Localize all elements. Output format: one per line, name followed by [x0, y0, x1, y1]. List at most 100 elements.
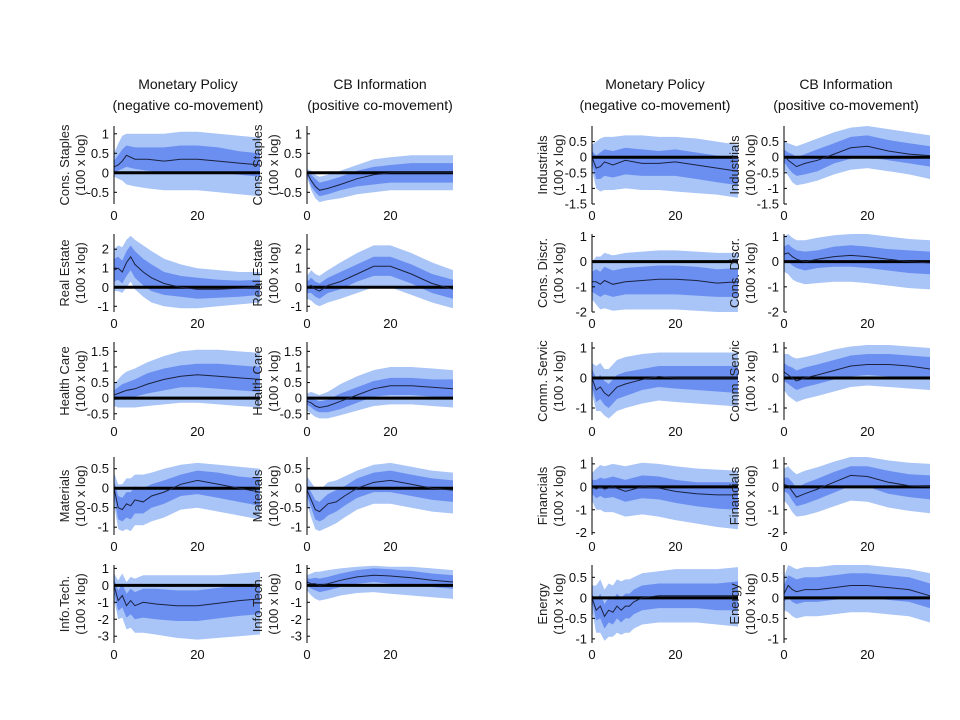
y-axis-label-unit: (100 x log) — [266, 350, 281, 411]
inner-band — [784, 244, 930, 275]
y-axis-label-unit: (100 x log) — [73, 465, 88, 526]
y-tick-label: 0.5 — [91, 461, 109, 476]
y-tick-label: 0 — [295, 481, 302, 496]
median-line — [783, 252, 931, 264]
median-line — [306, 265, 454, 292]
outer-band — [307, 245, 453, 309]
y-axis-label-unit: (100 x log) — [743, 350, 758, 411]
x-tick-label: 20 — [383, 539, 397, 554]
y-tick-label: -0.5 — [87, 185, 109, 200]
y-tick-label: 0 — [295, 165, 302, 180]
y-tick-label: 0 — [295, 280, 302, 295]
y-tick-label: 0.5 — [569, 570, 587, 585]
y-tick-label: 1 — [772, 229, 779, 244]
y-axis-label-sector: Energy — [727, 583, 742, 625]
y-tick-label: -0.5 — [280, 500, 302, 515]
x-tick-label: 20 — [190, 647, 204, 662]
median-line — [306, 479, 454, 513]
x-tick-label: 0 — [303, 424, 310, 439]
x-tick-label: 0 — [303, 208, 310, 223]
x-tick-label: 0 — [110, 208, 117, 223]
x-tick-label: 20 — [860, 539, 874, 554]
y-axis-label-unit: (100 x log) — [266, 134, 281, 195]
y-axis-label-sector: Financials — [727, 466, 742, 525]
y-tick-label: -1.5 — [565, 197, 587, 212]
y-axis-label-unit: (100 x log) — [266, 573, 281, 634]
y-axis-label-sector: Materials — [250, 469, 265, 522]
y-axis-label-sector: Cons. Discr. — [535, 238, 550, 308]
y-axis-label-sector: Industrials — [535, 135, 550, 195]
median-line — [113, 255, 261, 290]
median-line — [306, 574, 454, 586]
y-tick-label: 0 — [102, 481, 109, 496]
y-tick-label: -1 — [767, 631, 779, 646]
y-tick-label: -1 — [290, 520, 302, 535]
median-line — [591, 375, 738, 397]
y-axis-label-unit: (100 x log) — [743, 573, 758, 634]
column-headers: Monetary Policy (negative co-movement) C… — [113, 76, 919, 113]
y-axis-label-sector: Health Care — [250, 346, 265, 415]
y-tick-label: 0 — [772, 479, 779, 494]
col-header-1-line1: Monetary Policy — [138, 76, 238, 92]
median-line — [783, 145, 931, 168]
x-tick-label: 0 — [588, 424, 595, 439]
y-tick-label: -0.5 — [757, 611, 779, 626]
y-axis-label-unit: (100 x log) — [743, 242, 758, 303]
x-tick-label: 20 — [190, 539, 204, 554]
y-axis-label-unit: (100 x log) — [73, 242, 88, 303]
y-tick-label: 0 — [580, 371, 587, 386]
median-line — [592, 278, 739, 285]
x-tick-label: 0 — [303, 316, 310, 331]
median-line — [113, 154, 261, 168]
x-tick-label: 0 — [110, 647, 117, 662]
col-header-4-line2: (positive co-movement) — [773, 97, 919, 113]
inner-band — [114, 578, 260, 621]
col-header-4-line1: CB Information — [799, 76, 892, 92]
y-tick-label: -0.5 — [87, 406, 109, 421]
inner-band — [114, 245, 260, 299]
y-tick-label: 1 — [295, 126, 302, 141]
y-axis-label-sector: Real Estate — [250, 239, 265, 306]
y-tick-label: 1 — [102, 261, 109, 276]
y-tick-label: 0 — [580, 150, 587, 165]
x-tick-label: 20 — [190, 208, 204, 223]
y-tick-label: 0 — [102, 391, 109, 406]
x-tick-label: 0 — [588, 316, 595, 331]
y-axis-label-unit: (100 x log) — [743, 465, 758, 526]
median-line — [591, 595, 738, 618]
y-axis-label-unit: (100 x log) — [73, 134, 88, 195]
x-tick-label: 0 — [780, 316, 787, 331]
y-axis-label-sector: Energy — [535, 583, 550, 625]
median-line — [783, 364, 931, 382]
y-tick-label: -1 — [767, 502, 779, 517]
y-axis-label-sector: Cons. Discr. — [727, 238, 742, 308]
y-tick-label: 1 — [295, 359, 302, 374]
x-tick-label: 0 — [780, 539, 787, 554]
y-tick-label: -1 — [290, 595, 302, 610]
y-axis-label-sector: Info.Tech. — [250, 576, 265, 632]
y-tick-label: 1 — [102, 126, 109, 141]
y-tick-label: 2 — [295, 242, 302, 257]
y-tick-label: 1 — [772, 341, 779, 356]
y-tick-label: -1.5 — [757, 197, 779, 212]
x-tick-label: 20 — [668, 208, 682, 223]
inner-band — [307, 470, 453, 522]
y-axis-label-sector: Real Estate — [57, 239, 72, 306]
y-axis-label-sector: Cons. Staples — [57, 124, 72, 205]
y-tick-label: -3 — [290, 629, 302, 644]
x-tick-label: 20 — [668, 539, 682, 554]
y-tick-label: 0.5 — [284, 375, 302, 390]
